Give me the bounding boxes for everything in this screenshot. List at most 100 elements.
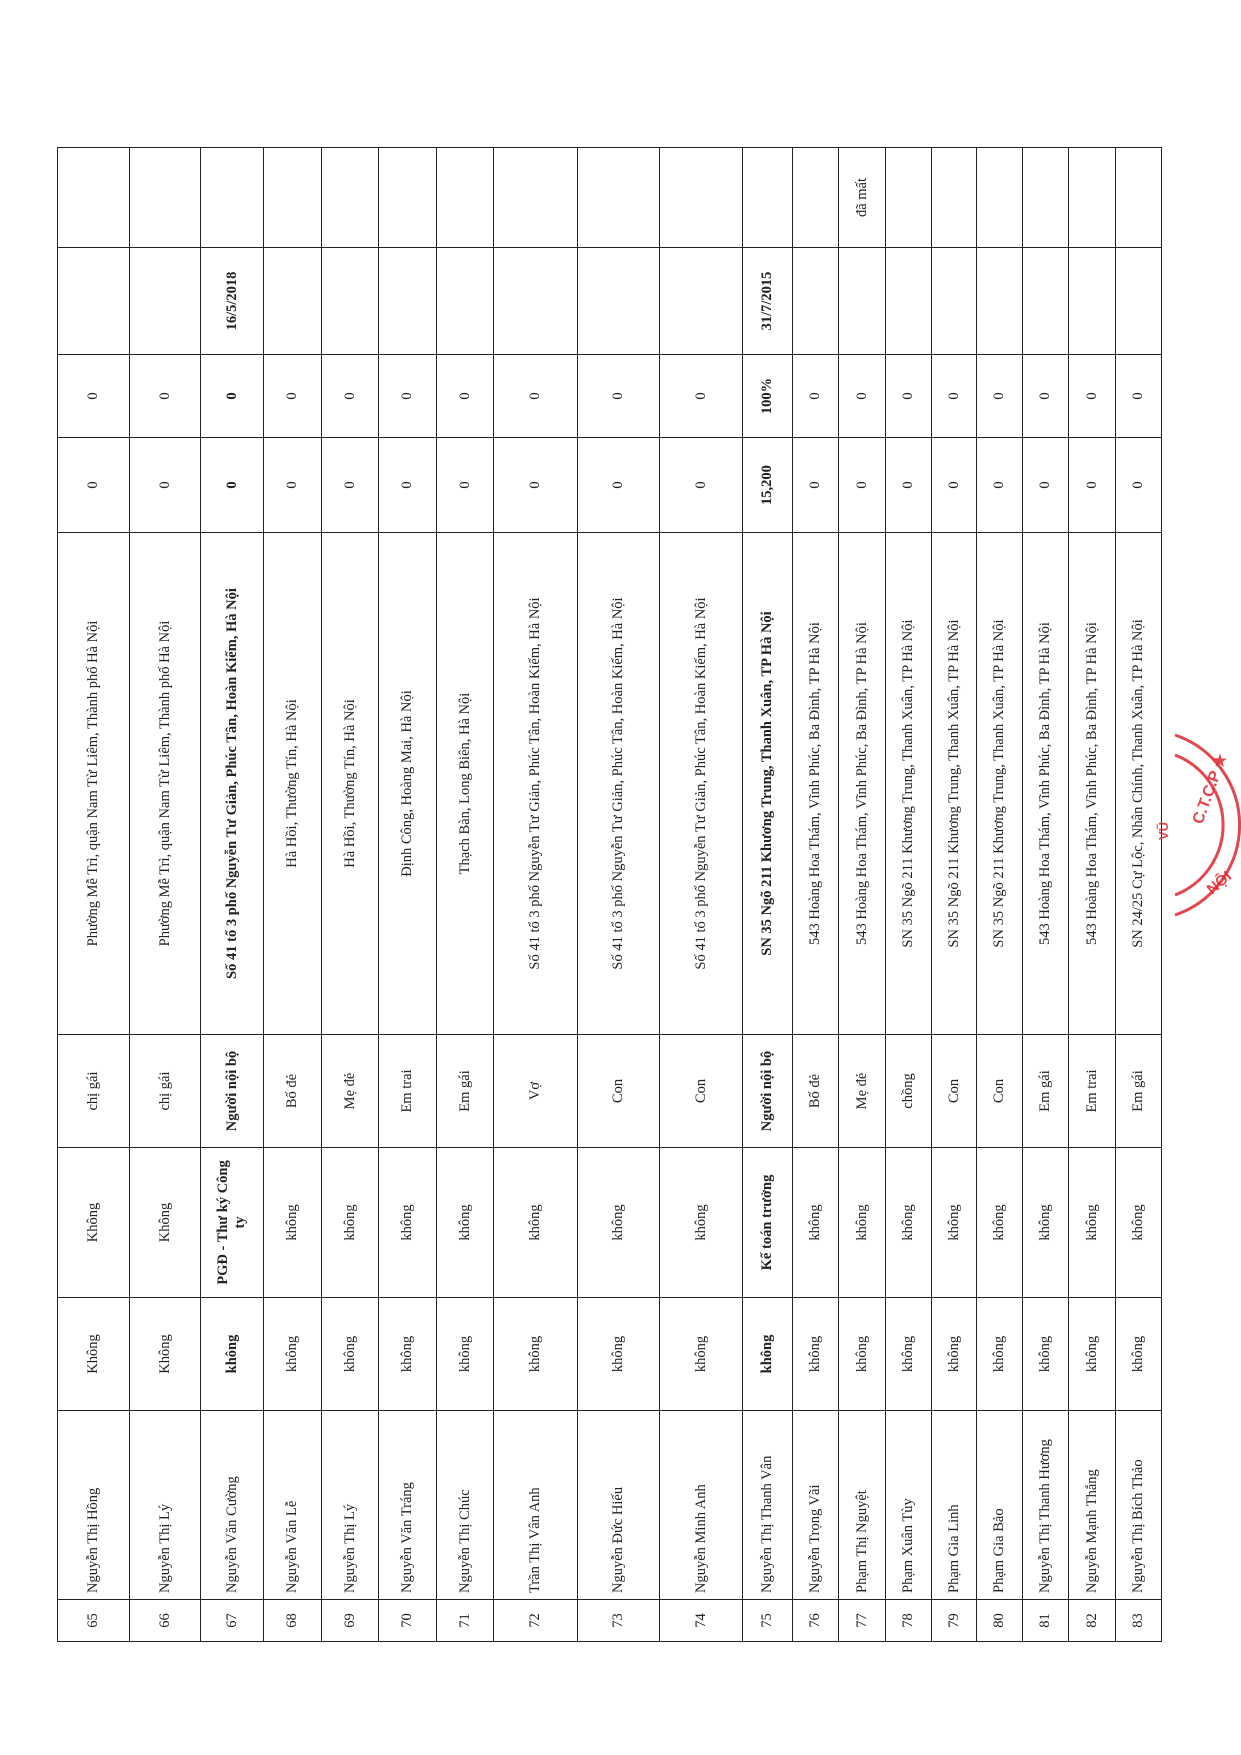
name-cell: Nguyễn Thị Lý: [129, 1410, 201, 1600]
status-cell: không: [577, 1297, 660, 1411]
date-cell: [378, 247, 437, 355]
note-cell: [976, 147, 1023, 248]
position-cell: không: [885, 1147, 932, 1298]
status-cell: Không: [57, 1297, 130, 1411]
percent-cell: 0: [577, 354, 660, 438]
position-cell: không: [436, 1147, 494, 1298]
shares-cell: 0: [129, 437, 201, 533]
address-cell: 543 Hoàng Hoa Thám, Vĩnh Phúc, Ba Đình, …: [1068, 532, 1116, 1035]
name-cell: Nguyễn Văn Tráng: [378, 1410, 437, 1600]
date-cell: [577, 247, 660, 355]
name-cell: Nguyễn Thị Thanh Hương: [1022, 1410, 1069, 1600]
note-cell: [263, 147, 322, 248]
shares-cell: 0: [838, 437, 886, 533]
percent-cell: 0: [263, 354, 322, 438]
position-cell: Không: [57, 1147, 130, 1298]
stt-cell: 76: [792, 1599, 839, 1642]
relation-cell: Người nội bộ: [200, 1034, 264, 1148]
date-cell: [57, 247, 130, 355]
svg-text:VŨ: VŨ: [1156, 822, 1171, 840]
name-cell: Nguyễn Văn Cường: [200, 1410, 264, 1600]
percent-cell: 0: [1068, 354, 1116, 438]
table-row: 76 Nguyễn Trọng Vãi không không Bố đẻ 543 Hoà…: [792, 147, 839, 1642]
address-cell: Phường Mễ Trì, quận Nam Từ Liêm, Thành p…: [129, 532, 201, 1035]
relation-cell: chị gái: [57, 1034, 130, 1148]
position-cell: không: [493, 1147, 578, 1298]
stt-cell: 78: [885, 1599, 932, 1642]
rotated-table-page: 65 Nguyễn Thị Hồng Không Không chị gái Phường…: [57, 147, 1162, 1642]
table-row: 65 Nguyễn Thị Hồng Không Không chị gái Phường…: [57, 147, 130, 1642]
stt-cell: 67: [200, 1599, 264, 1642]
address-cell: Hà Hồi, Thường Tín, Hà Nội: [263, 532, 322, 1035]
address-cell: Số 41 tổ 3 phố Nguyễn Tư Giản, Phúc Tân,…: [493, 532, 578, 1035]
table-row: 67 Nguyễn Văn Cường không PGĐ - Thư ký Công…: [200, 147, 264, 1642]
position-cell: không: [838, 1147, 886, 1298]
address-cell: Thạch Bàn, Long Biên, Hà Nội: [436, 532, 494, 1035]
name-cell: Nguyễn Thị Chúc: [436, 1410, 494, 1600]
percent-cell: 0: [129, 354, 201, 438]
name-cell: Phạm Gia Bảo: [976, 1410, 1023, 1600]
shares-cell: 0: [577, 437, 660, 533]
relation-cell: Em gái: [1022, 1034, 1069, 1148]
relation-cell: Con: [659, 1034, 743, 1148]
note-cell: [885, 147, 932, 248]
date-cell: 31/7/2015: [742, 247, 793, 355]
shares-cell: 0: [321, 437, 379, 533]
related-persons-table: 65 Nguyễn Thị Hồng Không Không chị gái Phường…: [57, 147, 1162, 1642]
status-cell: không: [976, 1297, 1023, 1411]
status-cell: không: [436, 1297, 494, 1411]
percent-cell: 0: [493, 354, 578, 438]
relation-cell: Người nội bộ: [742, 1034, 793, 1148]
percent-cell: 0: [976, 354, 1023, 438]
position-cell: không: [263, 1147, 322, 1298]
note-cell: [1022, 147, 1069, 248]
table-row: 79 Phạm Gia Linh không không Con SN 35 Ngõ 21…: [931, 147, 977, 1642]
shares-cell: 0: [659, 437, 743, 533]
address-cell: 543 Hoàng Hoa Thám, Vĩnh Phúc, Ba Đình, …: [1022, 532, 1069, 1035]
date-cell: [885, 247, 932, 355]
shares-cell: 0: [378, 437, 437, 533]
percent-cell: 0: [378, 354, 437, 438]
note-cell: [577, 147, 660, 248]
percent-cell: 100%: [742, 354, 793, 438]
date-cell: [976, 247, 1023, 355]
table-row: 72 Trần Thị Vân Anh không không Vợ Số 41 tổ 3…: [493, 147, 578, 1642]
name-cell: Nguyễn Thị Thanh Vân: [742, 1410, 793, 1600]
status-cell: Không: [129, 1297, 201, 1411]
address-cell: SN 35 Ngõ 211 Khương Trung, Thanh Xuân, …: [931, 532, 977, 1035]
note-cell: [493, 147, 578, 248]
percent-cell: 0: [200, 354, 264, 438]
stt-cell: 72: [493, 1599, 578, 1642]
shares-cell: 0: [200, 437, 264, 533]
name-cell: Phạm Gia Linh: [931, 1410, 977, 1600]
shares-cell: 0: [885, 437, 932, 533]
name-cell: Nguyễn Thị Bích Thảo: [1115, 1410, 1162, 1600]
relation-cell: Em gái: [436, 1034, 494, 1148]
position-cell: không: [976, 1147, 1023, 1298]
date-cell: [931, 247, 977, 355]
date-cell: [1115, 247, 1162, 355]
name-cell: Phạm Xuân Tùy: [885, 1410, 932, 1600]
status-cell: không: [1068, 1297, 1116, 1411]
stt-cell: 75: [742, 1599, 793, 1642]
status-cell: không: [742, 1297, 793, 1411]
status-cell: không: [838, 1297, 886, 1411]
relation-cell: Bố đẻ: [792, 1034, 839, 1148]
address-cell: 543 Hoàng Hoa Thám, Vĩnh Phúc, Ba Đình, …: [838, 532, 886, 1035]
table-row: 77 Phạm Thị Nguyệt không không Mẹ đẻ 543 Hoàn…: [838, 147, 886, 1642]
position-cell: không: [577, 1147, 660, 1298]
stt-cell: 68: [263, 1599, 322, 1642]
shares-cell: 0: [263, 437, 322, 533]
table-row: 81 Nguyễn Thị Thanh Hương không không Em gái…: [1022, 147, 1069, 1642]
percent-cell: 0: [436, 354, 494, 438]
stt-cell: 80: [976, 1599, 1023, 1642]
note-cell: [57, 147, 130, 248]
table-row: 78 Phạm Xuân Tùy không không chồng SN 35 Ngõ …: [885, 147, 932, 1642]
address-cell: Số 41 tổ 3 phố Nguyễn Tư Giản, Phúc Tân,…: [659, 532, 743, 1035]
status-cell: không: [659, 1297, 743, 1411]
status-cell: không: [321, 1297, 379, 1411]
relation-cell: Em gái: [1115, 1034, 1162, 1148]
date-cell: 16/5/2018: [200, 247, 264, 355]
name-cell: Nguyễn Đức Hiếu: [577, 1410, 660, 1600]
relation-cell: Em trai: [378, 1034, 437, 1148]
